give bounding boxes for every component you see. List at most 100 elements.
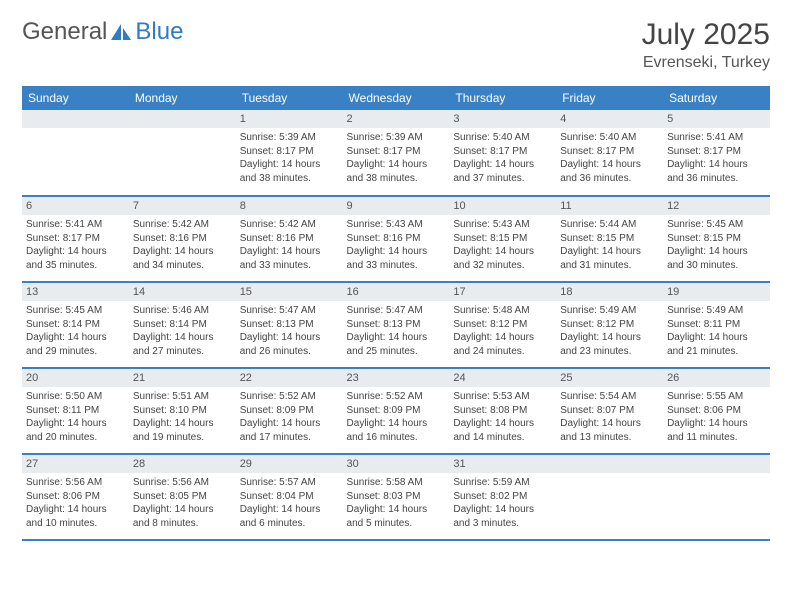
sunset-text: Sunset: 8:05 PM <box>133 490 232 504</box>
sunset-text: Sunset: 8:03 PM <box>347 490 446 504</box>
day-number: 23 <box>343 369 450 387</box>
day-number: 16 <box>343 283 450 301</box>
weekday-header: Sunday <box>22 86 129 110</box>
day-info: Sunrise: 5:46 AMSunset: 8:14 PMDaylight:… <box>133 304 232 358</box>
sunrise-text: Sunrise: 5:39 AM <box>347 131 446 145</box>
day-info: Sunrise: 5:57 AMSunset: 8:04 PMDaylight:… <box>240 476 339 530</box>
day-info: Sunrise: 5:56 AMSunset: 8:06 PMDaylight:… <box>26 476 125 530</box>
calendar-day-cell: 18Sunrise: 5:49 AMSunset: 8:12 PMDayligh… <box>556 282 663 368</box>
day-number: 21 <box>129 369 236 387</box>
sunset-text: Sunset: 8:11 PM <box>667 318 766 332</box>
day-info: Sunrise: 5:41 AMSunset: 8:17 PMDaylight:… <box>667 131 766 185</box>
day-number: 6 <box>22 197 129 215</box>
sunrise-text: Sunrise: 5:43 AM <box>453 218 552 232</box>
sunset-text: Sunset: 8:12 PM <box>453 318 552 332</box>
sunrise-text: Sunrise: 5:41 AM <box>667 131 766 145</box>
day-info: Sunrise: 5:45 AMSunset: 8:15 PMDaylight:… <box>667 218 766 272</box>
daylight-text: Daylight: 14 hours and 8 minutes. <box>133 503 232 530</box>
daylight-text: Daylight: 14 hours and 20 minutes. <box>26 417 125 444</box>
sunset-text: Sunset: 8:16 PM <box>347 232 446 246</box>
sunset-text: Sunset: 8:13 PM <box>240 318 339 332</box>
sunset-text: Sunset: 8:17 PM <box>347 145 446 159</box>
day-number: 3 <box>449 110 556 128</box>
sunrise-text: Sunrise: 5:50 AM <box>26 390 125 404</box>
calendar-day-cell <box>129 110 236 196</box>
daylight-text: Daylight: 14 hours and 23 minutes. <box>560 331 659 358</box>
brand-logo: General Blue <box>22 18 183 46</box>
daylight-text: Daylight: 14 hours and 26 minutes. <box>240 331 339 358</box>
calendar-day-cell: 8Sunrise: 5:42 AMSunset: 8:16 PMDaylight… <box>236 196 343 282</box>
daylight-text: Daylight: 14 hours and 38 minutes. <box>347 158 446 185</box>
daylight-text: Daylight: 14 hours and 5 minutes. <box>347 503 446 530</box>
sunrise-text: Sunrise: 5:51 AM <box>133 390 232 404</box>
sunset-text: Sunset: 8:10 PM <box>133 404 232 418</box>
day-number: 2 <box>343 110 450 128</box>
day-number <box>663 455 770 473</box>
day-number: 4 <box>556 110 663 128</box>
day-info: Sunrise: 5:49 AMSunset: 8:12 PMDaylight:… <box>560 304 659 358</box>
daylight-text: Daylight: 14 hours and 33 minutes. <box>347 245 446 272</box>
day-info: Sunrise: 5:59 AMSunset: 8:02 PMDaylight:… <box>453 476 552 530</box>
daylight-text: Daylight: 14 hours and 13 minutes. <box>560 417 659 444</box>
calendar-day-cell: 20Sunrise: 5:50 AMSunset: 8:11 PMDayligh… <box>22 368 129 454</box>
day-info: Sunrise: 5:58 AMSunset: 8:03 PMDaylight:… <box>347 476 446 530</box>
sunrise-text: Sunrise: 5:39 AM <box>240 131 339 145</box>
sunrise-text: Sunrise: 5:56 AM <box>133 476 232 490</box>
day-number: 30 <box>343 455 450 473</box>
daylight-text: Daylight: 14 hours and 10 minutes. <box>26 503 125 530</box>
calendar-day-cell <box>663 454 770 540</box>
weekday-header: Saturday <box>663 86 770 110</box>
sunset-text: Sunset: 8:06 PM <box>667 404 766 418</box>
daylight-text: Daylight: 14 hours and 6 minutes. <box>240 503 339 530</box>
daylight-text: Daylight: 14 hours and 27 minutes. <box>133 331 232 358</box>
month-title: July 2025 <box>642 18 770 52</box>
sunset-text: Sunset: 8:08 PM <box>453 404 552 418</box>
calendar-week-row: 27 Sunrise: 5:56 AMSunset: 8:06 PMDayligh… <box>22 454 770 540</box>
sunrise-text: Sunrise: 5:48 AM <box>453 304 552 318</box>
day-number: 8 <box>236 197 343 215</box>
day-info: Sunrise: 5:39 AMSunset: 8:17 PMDaylight:… <box>347 131 446 185</box>
calendar-day-cell: 16 Sunrise: 5:47 AMSunset: 8:13 PMDayligh… <box>343 282 450 368</box>
calendar-day-cell: 15Sunrise: 5:47 AMSunset: 8:13 PMDayligh… <box>236 282 343 368</box>
sunrise-text: Sunrise: 5:45 AM <box>667 218 766 232</box>
location-text: Evrenseki, Turkey <box>642 54 770 72</box>
sunrise-text: Sunrise: 5:42 AM <box>133 218 232 232</box>
calendar-day-cell <box>556 454 663 540</box>
day-info: Sunrise: 5:47 AMSunset: 8:13 PMDaylight:… <box>347 304 446 358</box>
sunrise-text: Sunrise: 5:59 AM <box>453 476 552 490</box>
sunrise-text: Sunrise: 5:52 AM <box>347 390 446 404</box>
calendar-day-cell: 7Sunrise: 5:42 AMSunset: 8:16 PMDaylight… <box>129 196 236 282</box>
daylight-text: Daylight: 14 hours and 17 minutes. <box>240 417 339 444</box>
day-info: Sunrise: 5:48 AMSunset: 8:12 PMDaylight:… <box>453 304 552 358</box>
daylight-text: Daylight: 14 hours and 11 minutes. <box>667 417 766 444</box>
day-number: 14 <box>129 283 236 301</box>
day-info: Sunrise: 5:56 AMSunset: 8:05 PMDaylight:… <box>133 476 232 530</box>
page-header: General Blue July 2025 Evrenseki, Turkey <box>22 18 770 72</box>
sunset-text: Sunset: 8:02 PM <box>453 490 552 504</box>
sunrise-text: Sunrise: 5:40 AM <box>560 131 659 145</box>
calendar-day-cell: 2 Sunrise: 5:39 AMSunset: 8:17 PMDaylight… <box>343 110 450 196</box>
sunset-text: Sunset: 8:14 PM <box>133 318 232 332</box>
day-number: 15 <box>236 283 343 301</box>
day-number: 12 <box>663 197 770 215</box>
calendar-day-cell: 23Sunrise: 5:52 AMSunset: 8:09 PMDayligh… <box>343 368 450 454</box>
daylight-text: Daylight: 14 hours and 34 minutes. <box>133 245 232 272</box>
calendar-day-cell: 14 Sunrise: 5:46 AMSunset: 8:14 PMDayligh… <box>129 282 236 368</box>
day-number: 27 <box>22 455 129 473</box>
brand-text-general: General <box>22 18 107 46</box>
sunset-text: Sunset: 8:09 PM <box>240 404 339 418</box>
sunrise-text: Sunrise: 5:44 AM <box>560 218 659 232</box>
daylight-text: Daylight: 14 hours and 21 minutes. <box>667 331 766 358</box>
sunrise-text: Sunrise: 5:52 AM <box>240 390 339 404</box>
sunrise-text: Sunrise: 5:55 AM <box>667 390 766 404</box>
calendar-day-cell: 27 Sunrise: 5:56 AMSunset: 8:06 PMDayligh… <box>22 454 129 540</box>
daylight-text: Daylight: 14 hours and 31 minutes. <box>560 245 659 272</box>
daylight-text: Daylight: 14 hours and 38 minutes. <box>240 158 339 185</box>
day-info: Sunrise: 5:49 AMSunset: 8:11 PMDaylight:… <box>667 304 766 358</box>
sunrise-text: Sunrise: 5:41 AM <box>26 218 125 232</box>
sunset-text: Sunset: 8:16 PM <box>240 232 339 246</box>
sunrise-text: Sunrise: 5:54 AM <box>560 390 659 404</box>
daylight-text: Daylight: 14 hours and 33 minutes. <box>240 245 339 272</box>
day-number <box>556 455 663 473</box>
daylight-text: Daylight: 14 hours and 37 minutes. <box>453 158 552 185</box>
